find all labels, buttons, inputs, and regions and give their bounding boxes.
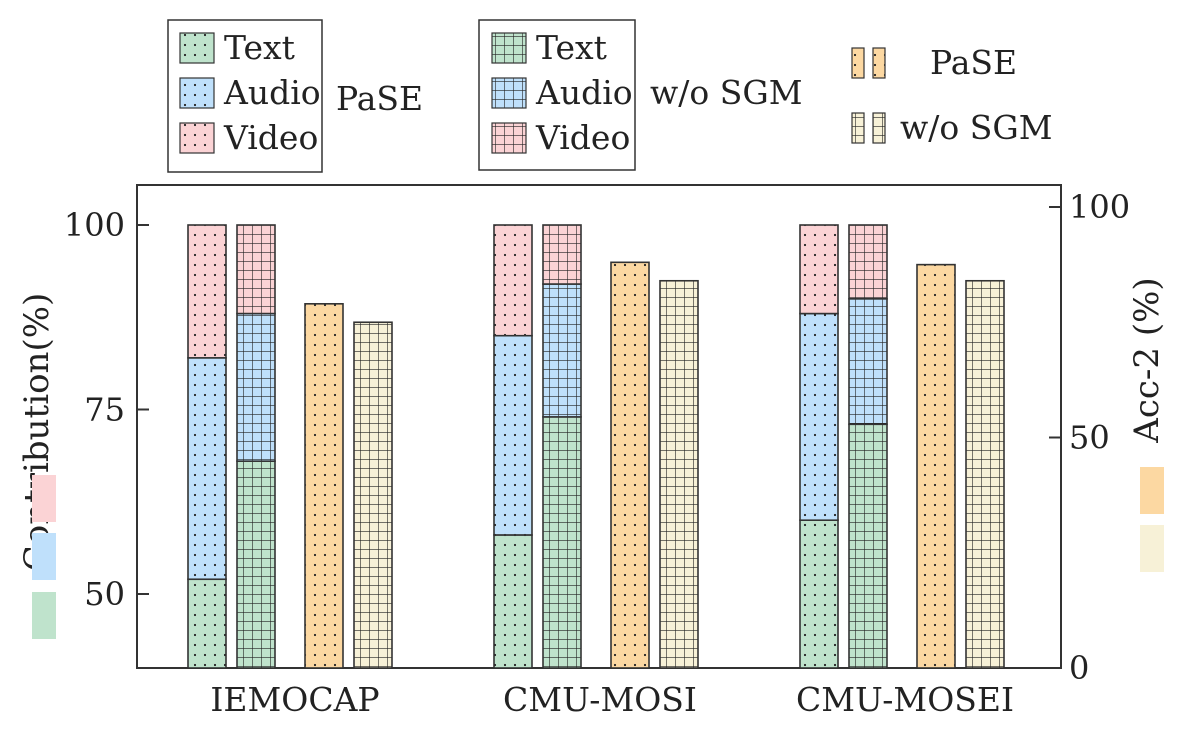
legend-acc-label: PaSE	[930, 43, 1017, 82]
acc-pase-bar-texture	[610, 261, 650, 669]
right-axis: 0 50 100	[1049, 188, 1130, 687]
sgm-audio-segment-texture	[848, 297, 888, 426]
right-y-axis-label: Acc-2 (%)	[1127, 277, 1167, 443]
sgm-video-segment-texture	[542, 224, 582, 285]
acc-pase-bar-texture	[304, 303, 344, 669]
acc-sgm-bar-texture	[965, 279, 1005, 669]
legend-item-label: Audio	[223, 73, 321, 112]
acc-sgm-bar-texture	[659, 279, 699, 669]
pase-text-segment-texture	[187, 578, 227, 669]
legend-item-label: Text	[536, 28, 607, 67]
left-color-key	[32, 475, 56, 639]
left-tick-label: 50	[84, 575, 125, 613]
x-tick-labels: IEMOCAP CMU-MOSI CMU-MOSEI	[210, 680, 1014, 719]
pase-video-segment-texture	[799, 224, 839, 315]
sgm-video-segment-texture	[236, 224, 276, 315]
plot-frame	[136, 184, 1062, 669]
left-y-axis-label: Contribution(%)	[17, 293, 57, 572]
bars	[187, 224, 1005, 669]
pase-audio-segment-texture	[187, 357, 227, 581]
pase-text-segment-texture	[799, 519, 839, 669]
legend-swatch-texture	[179, 77, 215, 109]
legend-item-label: Video	[535, 118, 630, 157]
acc-pase-bar-texture	[916, 263, 956, 669]
pase-video-segment-texture	[187, 224, 227, 359]
legend-accuracy: PaSE w/o SGM	[851, 43, 1052, 147]
right-tick-label: 50	[1069, 419, 1110, 457]
pase-audio-segment-texture	[493, 334, 533, 536]
sgm-audio-segment-texture	[236, 312, 276, 462]
legend-pase-label: PaSE	[336, 79, 423, 118]
left-tick-label: 100	[64, 206, 125, 244]
left-key-video-swatch	[32, 475, 56, 522]
legend-swatch-texture	[491, 77, 527, 109]
legend-sgm-group: Text Audio Video w/o SGM	[478, 19, 802, 171]
x-tick-label: IEMOCAP	[210, 680, 379, 719]
pase-audio-segment-texture	[799, 312, 839, 521]
sgm-video-segment-texture	[848, 224, 888, 300]
left-axis: 50 75 100	[64, 206, 149, 613]
legend-sgm-label: w/o SGM	[650, 73, 802, 112]
left-key-audio-swatch	[32, 533, 56, 580]
pase-video-segment-texture	[493, 224, 533, 337]
legend-acc-swatch-texture	[872, 112, 886, 144]
acc-sgm-bar-texture	[353, 321, 393, 669]
legend-swatch-texture	[491, 32, 527, 64]
legend-item-label: Audio	[535, 73, 633, 112]
left-key-text-swatch	[32, 592, 56, 639]
right-key-sgm-swatch	[1140, 525, 1164, 572]
legend-acc-swatch-texture	[851, 112, 865, 144]
pase-text-segment-texture	[493, 534, 533, 669]
sgm-text-segment-texture	[542, 416, 582, 669]
sgm-audio-segment-texture	[542, 283, 582, 418]
legend-pase-group: Text Audio Video PaSE	[167, 19, 423, 173]
legend-acc-label: w/o SGM	[900, 108, 1052, 147]
legend-swatch-texture	[491, 122, 527, 154]
x-tick-label: CMU-MOSEI	[796, 680, 1014, 719]
legend-item-label: Text	[224, 28, 295, 67]
right-tick-label: 0	[1069, 649, 1089, 687]
x-tick-label: CMU-MOSI	[503, 680, 697, 719]
legend-item-label: Video	[223, 118, 318, 157]
sgm-text-segment-texture	[848, 423, 888, 669]
legend-swatch-texture	[179, 32, 215, 64]
legend-acc-swatch-texture	[851, 47, 865, 79]
right-key-pase-swatch	[1140, 467, 1164, 514]
right-color-key	[1140, 467, 1164, 572]
left-tick-label: 75	[84, 391, 125, 429]
sgm-text-segment-texture	[236, 460, 276, 669]
legend-swatch-texture	[179, 122, 215, 154]
legend-acc-swatch-texture	[872, 47, 886, 79]
right-tick-label: 100	[1069, 188, 1130, 226]
